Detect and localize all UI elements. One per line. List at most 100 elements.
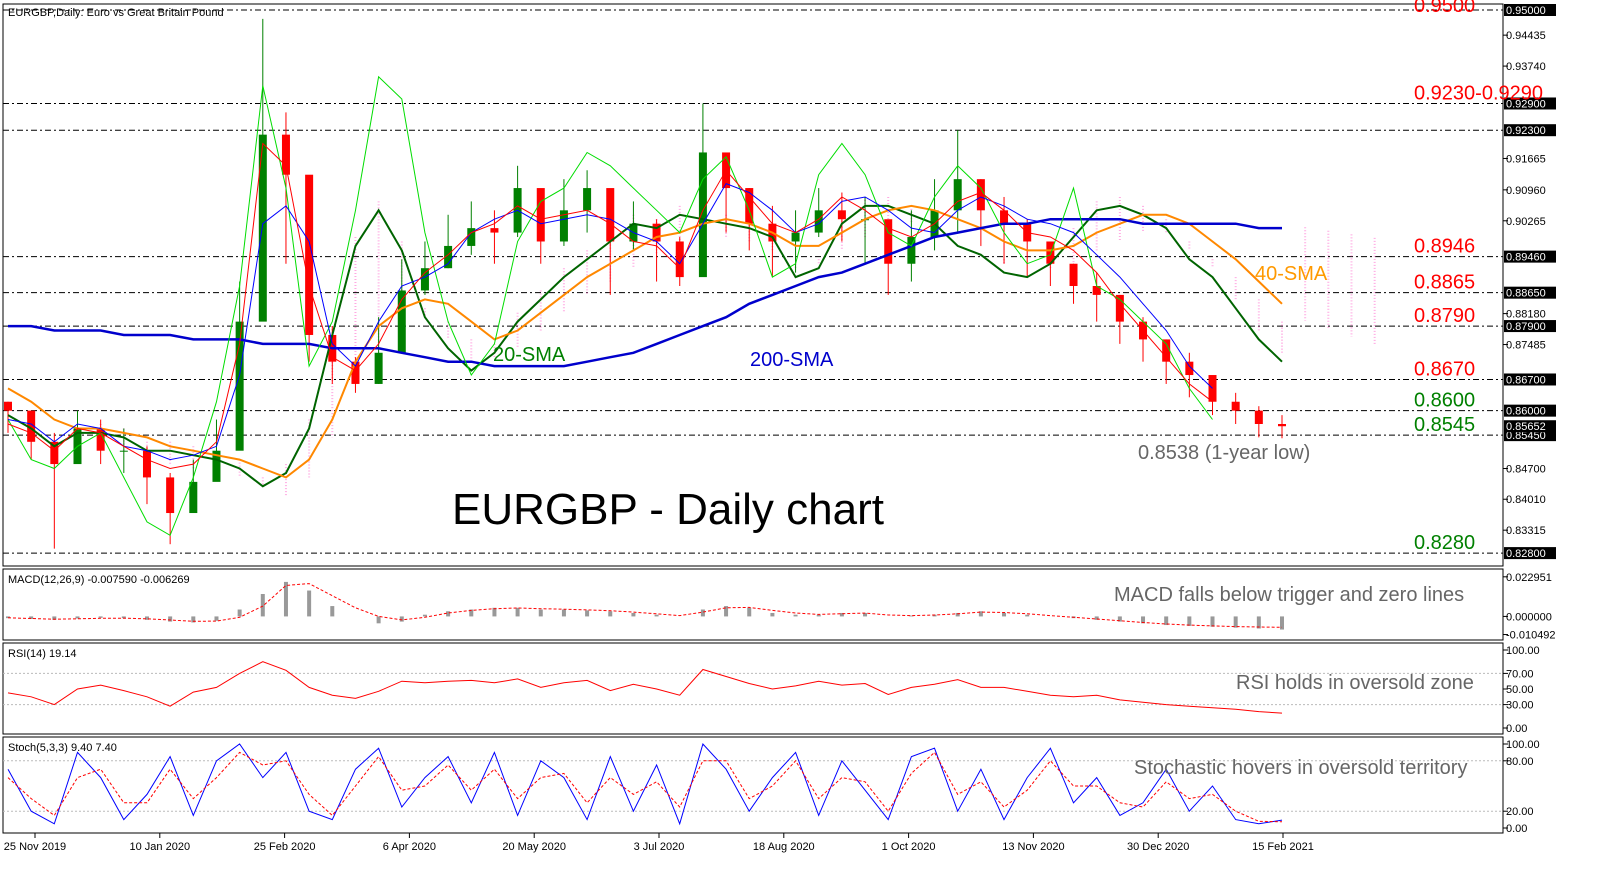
level-price-box bbox=[1504, 286, 1556, 299]
candle-body bbox=[397, 290, 406, 353]
series-line bbox=[7, 204, 1283, 488]
sma40-label: 40-SMA bbox=[1255, 263, 1328, 285]
date-tick-label: 6 Apr 2020 bbox=[383, 841, 436, 853]
date-tick-label: 25 Nov 2019 bbox=[4, 841, 66, 853]
level-price-box-label: 0.95000 bbox=[1506, 5, 1546, 17]
date-tick-label: 13 Nov 2020 bbox=[1002, 841, 1064, 853]
rsi-tick-label: 70.00 bbox=[1506, 668, 1534, 680]
stoch-tick-label: 20.00 bbox=[1506, 806, 1534, 818]
date-tick-label: 25 Feb 2020 bbox=[254, 841, 316, 853]
date-axis: 25 Nov 2019 10 Jan 2020 25 Feb 2020 6 Apr 2… bbox=[4, 833, 1314, 853]
stoch-annotation: Stochastic hovers in oversold territory bbox=[1134, 757, 1467, 779]
candle-body bbox=[907, 237, 916, 264]
stoch-series bbox=[3, 743, 1503, 826]
date-tick-label: 3 Jul 2020 bbox=[634, 841, 685, 853]
level-price-box bbox=[1504, 404, 1556, 417]
sub-panel-axes: 0.022951 0.000000 -0.010492 100.00 70.00 50.0… bbox=[1503, 572, 1556, 835]
macd-title: MACD(12,26,9) -0.007590 -0.006269 bbox=[8, 574, 190, 586]
level-label: 0.8790 bbox=[1414, 305, 1475, 327]
candle-body bbox=[1000, 210, 1009, 224]
level-price-box bbox=[1504, 4, 1556, 16]
candle-body bbox=[305, 174, 314, 335]
candle-body bbox=[189, 481, 198, 514]
candle-body bbox=[1231, 401, 1240, 411]
level-label: 0.8545 bbox=[1414, 414, 1475, 436]
level-price-box bbox=[1504, 250, 1556, 263]
level-label: 0.8280 bbox=[1414, 532, 1475, 554]
indicator-lines bbox=[7, 75, 1283, 537]
series-line bbox=[7, 142, 1213, 470]
rsi-tick-label: 0.00 bbox=[1506, 723, 1527, 735]
stoch-tick-label: 100.00 bbox=[1506, 739, 1540, 751]
level-price-box bbox=[1504, 124, 1556, 137]
macd-panel-frame bbox=[2, 568, 1504, 641]
macd-tick-label: 0.000000 bbox=[1506, 611, 1552, 623]
candle-body bbox=[1092, 286, 1101, 295]
series-line bbox=[7, 204, 1283, 479]
stoch-line bbox=[7, 751, 1283, 823]
candle-body bbox=[374, 352, 383, 384]
level-price-box-label: 0.89460 bbox=[1506, 252, 1546, 264]
stoch-line bbox=[7, 743, 1283, 826]
candle-body bbox=[1046, 241, 1055, 264]
candle-body bbox=[583, 188, 592, 211]
candle-body bbox=[652, 223, 661, 242]
date-tick-label: 30 Dec 2020 bbox=[1127, 841, 1189, 853]
price-tick-label: 0.84010 bbox=[1506, 494, 1546, 506]
series-line bbox=[8, 217, 1282, 368]
chart-title: EURGBP,Daily: Euro vs Great Britain Poun… bbox=[8, 7, 224, 19]
stoch-tick-label: 0.00 bbox=[1506, 823, 1527, 835]
level-price-box bbox=[1504, 97, 1556, 110]
price-tick-label: 0.93740 bbox=[1506, 61, 1546, 73]
level-price-box-label: 0.86000 bbox=[1506, 406, 1546, 418]
candle-body bbox=[606, 188, 615, 242]
candle-body bbox=[1115, 294, 1124, 322]
candle-body bbox=[27, 410, 36, 442]
level-label: 0.8865 bbox=[1414, 272, 1475, 294]
level-label: 0.9230-0.9290 bbox=[1414, 82, 1543, 104]
series-line bbox=[7, 75, 1213, 537]
stoch-title: Stoch(5,3,3) 9.40 7.40 bbox=[8, 742, 117, 754]
candle-body bbox=[467, 228, 476, 246]
level-price-box-label: 0.92300 bbox=[1506, 125, 1546, 137]
candle-body bbox=[698, 152, 707, 278]
candle-body bbox=[1069, 263, 1078, 286]
candle-body bbox=[745, 188, 754, 224]
candle-body bbox=[351, 361, 360, 384]
candle-body bbox=[1162, 339, 1171, 362]
candle-body bbox=[837, 210, 846, 220]
candle-body bbox=[490, 228, 499, 233]
price-tick-label: 0.88180 bbox=[1506, 309, 1546, 321]
rsi-annotation: RSI holds in oversold zone bbox=[1236, 672, 1474, 694]
candle-body bbox=[4, 401, 12, 411]
level-label: 0.8600 bbox=[1414, 390, 1475, 412]
candle-body bbox=[791, 232, 800, 242]
macd-tick-label: -0.010492 bbox=[1506, 630, 1556, 642]
rsi-series bbox=[3, 661, 1503, 714]
candle-body bbox=[166, 477, 175, 514]
level-label: 0.9500 bbox=[1414, 0, 1475, 17]
stoch-tick-label: 80.00 bbox=[1506, 756, 1534, 768]
price-tick-label: 0.87485 bbox=[1506, 340, 1546, 352]
price-panel-frame bbox=[2, 3, 1504, 567]
macd-annotation: MACD falls below trigger and zero lines bbox=[1114, 584, 1464, 606]
candle-body bbox=[281, 134, 290, 175]
candle-body bbox=[258, 134, 267, 322]
candle-body bbox=[884, 219, 893, 264]
candle-body bbox=[1278, 424, 1286, 427]
date-tick-label: 18 Aug 2020 bbox=[753, 841, 815, 853]
level-price-box-label: 0.87900 bbox=[1506, 321, 1546, 333]
rsi-tick-label: 50.00 bbox=[1506, 684, 1534, 696]
rsi-tick-label: 30.00 bbox=[1506, 700, 1534, 712]
price-tick-label: 0.84700 bbox=[1506, 464, 1546, 476]
low-annotation: 0.8538 (1-year low) bbox=[1138, 442, 1310, 464]
price-tick-label: 0.90265 bbox=[1506, 216, 1546, 228]
level-price-box-label: 0.92900 bbox=[1506, 98, 1546, 110]
price-tick-label: 0.90960 bbox=[1506, 185, 1546, 197]
rsi-title: RSI(14) 19.14 bbox=[8, 648, 76, 660]
level-price-box-label: 0.86700 bbox=[1506, 374, 1546, 386]
candle-body bbox=[536, 188, 545, 242]
candle-body bbox=[976, 179, 985, 211]
